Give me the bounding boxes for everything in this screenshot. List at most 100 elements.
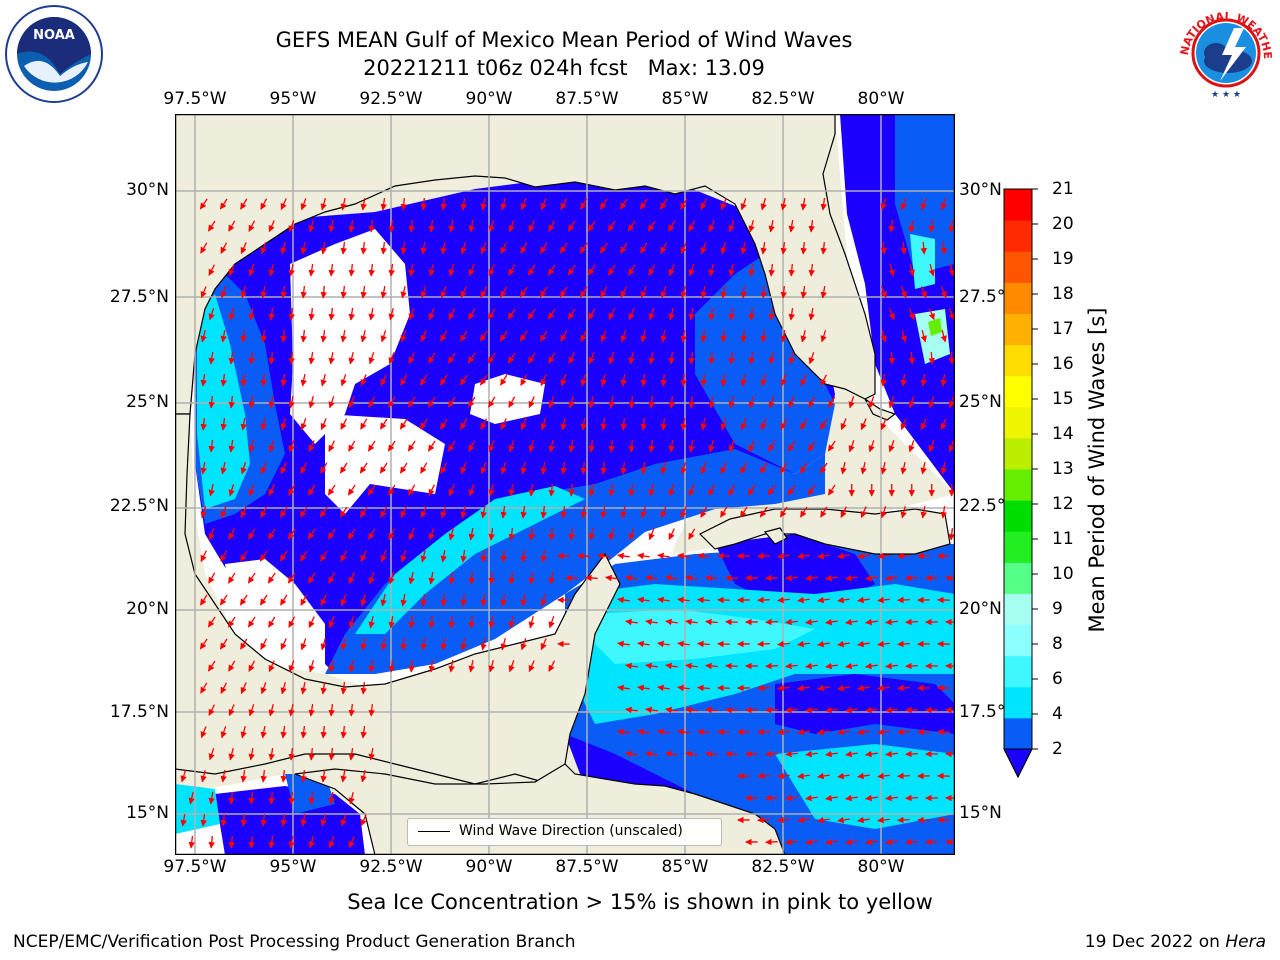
wind-arrow bbox=[665, 574, 678, 582]
wind-arrow bbox=[547, 264, 556, 276]
wind-arrow bbox=[817, 684, 830, 692]
wind-arrow bbox=[220, 329, 227, 343]
wind-arrow bbox=[360, 197, 367, 211]
wind-arrow bbox=[220, 506, 227, 519]
wind-arrow bbox=[380, 374, 388, 386]
wind-arrow bbox=[700, 198, 708, 210]
wind-arrow bbox=[259, 550, 268, 562]
wind-arrow bbox=[885, 838, 898, 846]
wind-arrow bbox=[360, 550, 367, 562]
wind-arrow bbox=[468, 219, 475, 233]
wind-arrow bbox=[668, 484, 675, 497]
wind-arrow bbox=[359, 462, 368, 474]
wind-arrow bbox=[797, 640, 810, 648]
wind-arrow bbox=[827, 440, 836, 452]
wind-arrow bbox=[379, 462, 388, 474]
wind-arrow bbox=[508, 571, 515, 585]
wind-arrow bbox=[865, 662, 878, 670]
wind-arrow bbox=[247, 616, 256, 628]
colorbar-segment bbox=[1004, 655, 1032, 688]
wind-arrow bbox=[948, 527, 955, 541]
wind-arrow bbox=[868, 396, 875, 409]
wind-arrow bbox=[388, 352, 395, 365]
wind-arrow bbox=[799, 462, 808, 474]
wind-arrow bbox=[400, 506, 408, 518]
wind-arrow bbox=[228, 308, 235, 321]
wind-arrow bbox=[480, 505, 487, 519]
wind-arrow bbox=[200, 813, 207, 827]
legend-label: Wind Wave Direction (unscaled) bbox=[459, 823, 683, 839]
wind-arrow bbox=[528, 220, 535, 233]
wind-arrow bbox=[837, 772, 850, 780]
wind-arrow bbox=[920, 198, 927, 211]
wind-arrow bbox=[288, 835, 295, 849]
lat-tick-right: 30°N bbox=[959, 180, 1002, 200]
wind-arrow bbox=[259, 594, 268, 606]
wind-arrow bbox=[208, 704, 216, 716]
wind-arrow bbox=[677, 684, 690, 692]
wind-arrow bbox=[920, 330, 927, 343]
wind-arrow bbox=[865, 706, 878, 714]
wind-arrow bbox=[888, 440, 895, 453]
wind-arrow bbox=[760, 241, 767, 255]
wind-arrow bbox=[260, 242, 267, 255]
wind-arrow bbox=[620, 286, 628, 298]
wind-arrow bbox=[220, 769, 227, 783]
wind-arrow bbox=[467, 396, 476, 408]
wind-arrow bbox=[857, 552, 870, 560]
wind-arrow bbox=[580, 374, 587, 387]
wind-arrow bbox=[540, 638, 547, 651]
wind-arrow bbox=[387, 484, 396, 496]
wind-arrow bbox=[668, 395, 675, 409]
sea-ice-note: Sea Ice Concentration > 15% is shown in … bbox=[347, 890, 933, 914]
wind-arrow bbox=[817, 640, 830, 648]
lat-tick-left: 25°N bbox=[126, 392, 169, 412]
wind-arrow bbox=[628, 483, 635, 497]
wind-arrow bbox=[807, 440, 816, 452]
wind-arrow bbox=[308, 220, 315, 233]
wind-arrow bbox=[400, 637, 407, 651]
wind-arrow bbox=[760, 418, 767, 431]
wind-arrow bbox=[300, 285, 307, 299]
wind-arrow bbox=[648, 395, 655, 409]
wind-arrow bbox=[200, 506, 207, 519]
wind-arrow bbox=[908, 308, 915, 321]
wind-arrow bbox=[625, 574, 638, 582]
wind-arrow bbox=[428, 308, 435, 321]
wind-arrow bbox=[680, 329, 687, 343]
wind-arrow bbox=[757, 596, 770, 604]
wind-arrow bbox=[280, 682, 287, 695]
colorbar-tick: 12 bbox=[1052, 494, 1074, 514]
wind-arrow bbox=[845, 574, 858, 582]
wind-arrow bbox=[817, 596, 830, 604]
colorbar-segment bbox=[1004, 344, 1032, 377]
wind-arrow bbox=[199, 198, 208, 210]
wind-arrow bbox=[260, 373, 267, 387]
wind-arrow bbox=[507, 308, 516, 320]
field-blue-band bbox=[325, 449, 825, 674]
wind-arrow bbox=[320, 681, 327, 695]
wind-arrow bbox=[560, 374, 567, 387]
wind-arrow bbox=[908, 440, 915, 453]
wind-arrow bbox=[320, 329, 327, 343]
colorbar-tick: 17 bbox=[1052, 319, 1074, 339]
wind-arrow bbox=[845, 750, 858, 758]
wind-arrow bbox=[327, 484, 336, 496]
wind-arrow bbox=[845, 794, 858, 802]
wind-arrow bbox=[519, 330, 528, 342]
wind-arrow bbox=[348, 836, 355, 849]
wind-arrow bbox=[520, 549, 527, 563]
wind-arrow bbox=[440, 506, 447, 519]
wind-arrow bbox=[260, 198, 268, 210]
colorbar-segment bbox=[1004, 375, 1032, 408]
wind-arrow bbox=[888, 308, 895, 321]
wind-arrow bbox=[920, 286, 927, 299]
wind-arrow bbox=[520, 593, 527, 607]
wind-arrow bbox=[508, 483, 515, 497]
wind-arrow bbox=[897, 684, 910, 692]
wind-arrow bbox=[320, 374, 327, 387]
wind-arrow bbox=[860, 418, 867, 431]
wind-arrow bbox=[260, 506, 268, 518]
wind-arrow bbox=[928, 440, 935, 453]
lat-tick-left: 15°N bbox=[126, 803, 169, 823]
